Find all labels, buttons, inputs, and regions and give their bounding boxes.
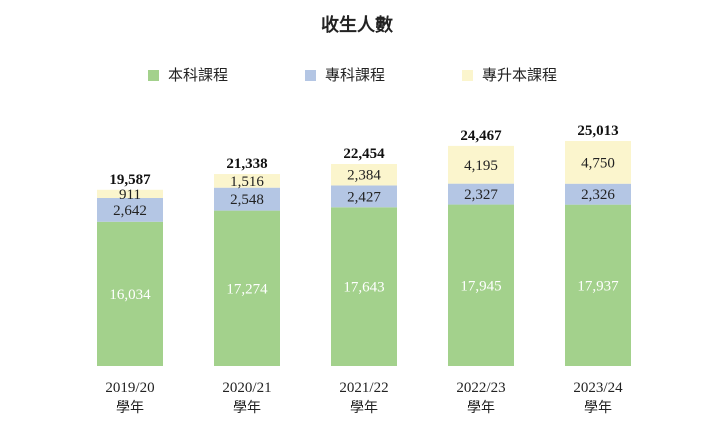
- total-label-4: 24,467: [460, 128, 502, 144]
- bar-3-2: [214, 174, 280, 188]
- legend-item-3-label: 專升本課程: [482, 66, 557, 84]
- bar-2-2: [214, 187, 280, 211]
- bar-3-3: [331, 164, 397, 186]
- x-tick-suffix-4: 學年: [467, 400, 495, 416]
- data-label-2-5: 2,326: [581, 187, 615, 203]
- legend-item-1-label: 本科課程: [168, 66, 228, 84]
- data-label-1-2: 17,274: [226, 281, 268, 297]
- legend-item-3-swatch: [462, 70, 473, 81]
- legend-item-1-swatch: [148, 70, 159, 81]
- data-label-3-2: 1,516: [230, 174, 264, 190]
- total-label-2: 21,338: [226, 156, 267, 172]
- data-label-2-3: 2,427: [347, 189, 381, 205]
- total-label-5: 25,013: [577, 123, 618, 139]
- bar-2-1: [97, 197, 163, 222]
- chart-title: 收生人數: [321, 14, 393, 36]
- bar-1-3: [331, 207, 397, 366]
- x-axis: 2019/20 學年 2020/21 學年 2021/22 學年 2022/23 學年 2023…: [105, 380, 623, 416]
- data-label-2-4: 2,327: [464, 187, 498, 203]
- legend: 本科課程 專科課程 專升本課程: [148, 66, 557, 84]
- data-label-2-1: 2,642: [113, 203, 147, 219]
- data-label-1-4: 17,945: [460, 278, 501, 294]
- bar-2-5: [565, 183, 631, 205]
- bar-3-5: [565, 140, 631, 184]
- x-tick-suffix-5: 學年: [584, 400, 612, 416]
- data-label-3-5: 4,750: [581, 155, 615, 171]
- data-label-3-3: 2,384: [347, 168, 381, 184]
- total-label-3: 22,454: [343, 146, 385, 162]
- legend-item-2-swatch: [305, 70, 316, 81]
- data-label-1-5: 17,937: [577, 278, 619, 294]
- bar-3-1: [97, 189, 163, 198]
- x-tick-4: 2022/23: [456, 380, 505, 396]
- x-tick-suffix-3: 學年: [350, 400, 378, 416]
- x-tick-suffix-1: 學年: [116, 400, 144, 416]
- legend-item-2-label: 專科課程: [325, 66, 385, 84]
- bar-1-1: [97, 221, 163, 366]
- x-tick-5: 2023/24: [573, 380, 623, 396]
- x-tick-suffix-2: 學年: [233, 400, 261, 416]
- x-tick-2: 2020/21: [222, 380, 271, 396]
- bar-1-4: [448, 204, 514, 366]
- bar-1-5: [565, 204, 631, 366]
- total-label-1: 19,587: [109, 172, 151, 188]
- bar-1-2: [214, 210, 280, 366]
- data-label-1-1: 16,034: [109, 287, 151, 303]
- data-label-3-1: 911: [119, 187, 141, 203]
- bar-3-4: [448, 145, 514, 184]
- x-tick-3: 2021/22: [339, 380, 388, 396]
- data-label-2-2: 2,548: [230, 192, 264, 208]
- data-label-1-3: 17,643: [343, 280, 384, 296]
- bar-2-3: [331, 185, 397, 208]
- x-tick-1: 2019/20: [105, 380, 154, 396]
- bar-2-4: [448, 183, 514, 205]
- data-label-3-4: 4,195: [464, 158, 498, 174]
